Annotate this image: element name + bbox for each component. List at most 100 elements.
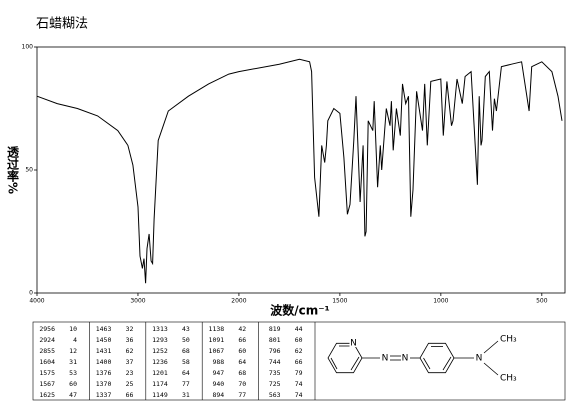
table-cell: 1431 <box>96 347 112 355</box>
table-cell: 66 <box>295 358 303 366</box>
table-cell: 1604 <box>39 358 55 366</box>
x-tick-label: 1500 <box>332 298 347 305</box>
table-cell: 2924 <box>39 336 55 344</box>
atom-label: N <box>476 354 483 364</box>
table-cell: 1293 <box>152 336 168 344</box>
table-cell: 819 <box>269 325 281 333</box>
table-cell: 42 <box>238 325 246 333</box>
bond <box>330 357 338 370</box>
table-cell: 940 <box>212 380 224 388</box>
table-cell: 1174 <box>152 380 168 388</box>
x-tick-label: 500 <box>536 298 548 305</box>
benzene-ring <box>419 342 455 374</box>
table-cell: 70 <box>238 380 246 388</box>
bond <box>350 356 360 371</box>
table-cell: 796 <box>269 347 281 355</box>
table-cell: 60 <box>295 336 303 344</box>
table-cell: 1337 <box>96 391 112 399</box>
table-cell: 66 <box>126 391 134 399</box>
table-cell: 58 <box>182 358 190 366</box>
structure <box>327 340 499 376</box>
table-cell: 53 <box>69 369 77 377</box>
plot-frame <box>36 46 566 294</box>
table-cell: 64 <box>182 369 190 377</box>
table-cell: 1450 <box>96 336 112 344</box>
table-cell: 1091 <box>209 336 225 344</box>
y-tick-label: 100 <box>22 44 34 51</box>
pyridine-ring <box>327 342 363 374</box>
table-cell: 37 <box>126 358 134 366</box>
atom-label: N <box>382 354 389 364</box>
y-tick-label: 0 <box>29 290 33 297</box>
x-tick-label: 4000 <box>29 298 44 305</box>
table-cell: 12 <box>69 347 77 355</box>
table-cell: 1376 <box>96 369 112 377</box>
x-tick-label: 3000 <box>130 298 145 305</box>
atom-label: N <box>350 339 357 349</box>
table-cell: 1567 <box>39 380 55 388</box>
table-cell: 801 <box>269 336 281 344</box>
table-frame <box>32 321 566 401</box>
table-cell: 2956 <box>39 325 55 333</box>
x-axis-label: 波数/cm⁻¹ <box>270 303 330 318</box>
table-cell: 1625 <box>39 391 55 399</box>
table-cell: 1149 <box>152 391 168 399</box>
table-cell: 60 <box>238 347 246 355</box>
table-cell: 735 <box>269 369 281 377</box>
table-cell: 68 <box>238 369 246 377</box>
table-cell: 1313 <box>152 325 168 333</box>
table-cell: 1575 <box>39 369 55 377</box>
table-cell: 74 <box>295 391 303 399</box>
table-cell: 79 <box>295 369 303 377</box>
atom-label: CH₃ <box>500 374 517 384</box>
x-tick-label: 1000 <box>433 298 448 305</box>
table-cell: 25 <box>126 380 134 388</box>
table-cell: 1400 <box>96 358 112 366</box>
table-cell: 77 <box>238 391 246 399</box>
table-cell: 2855 <box>39 347 55 355</box>
table-cell: 44 <box>295 325 303 333</box>
table-cell: 4 <box>73 336 77 344</box>
table-cell: 60 <box>69 380 77 388</box>
x-tick-label: 2000 <box>231 298 246 305</box>
table-cell: 1252 <box>152 347 168 355</box>
y-tick-label: 50 <box>25 167 33 174</box>
table-cell: 77 <box>182 380 190 388</box>
table-cell: 947 <box>212 369 224 377</box>
table-cell: 1067 <box>209 347 225 355</box>
atom-label: N <box>402 354 409 364</box>
table-cell: 64 <box>238 358 246 366</box>
table-cell: 563 <box>269 391 281 399</box>
table-cell: 66 <box>238 336 246 344</box>
bond <box>483 362 499 376</box>
chart-title: 石蜡糊法 <box>36 16 88 32</box>
table-cell: 894 <box>212 391 224 399</box>
table-cell: 68 <box>182 347 190 355</box>
bond <box>483 340 499 354</box>
table-cell: 10 <box>69 325 77 333</box>
spectrum-line <box>36 58 563 284</box>
table-cell: 744 <box>269 358 281 366</box>
table-cell: 31 <box>182 391 190 399</box>
bond <box>423 357 431 370</box>
table-cell: 23 <box>126 369 134 377</box>
table-cell: 32 <box>126 325 134 333</box>
table-cell: 988 <box>212 358 224 366</box>
table-cell: 1201 <box>152 369 168 377</box>
table-cell: 725 <box>269 380 281 388</box>
table-cell: 62 <box>295 347 303 355</box>
table-cell: 47 <box>69 391 77 399</box>
table-cell: 1370 <box>96 380 112 388</box>
table-cell: 36 <box>126 336 134 344</box>
table-cell: 62 <box>126 347 134 355</box>
table-cell: 31 <box>69 358 77 366</box>
table-cell: 50 <box>182 336 190 344</box>
table-cell: 1138 <box>209 325 225 333</box>
bond <box>442 356 452 371</box>
table-cell: 1236 <box>152 358 168 366</box>
table-cell: 1463 <box>96 325 112 333</box>
atom-label: CH₃ <box>500 335 517 345</box>
table-cell: 74 <box>295 380 303 388</box>
y-axis-label: 透过率% <box>6 146 20 194</box>
